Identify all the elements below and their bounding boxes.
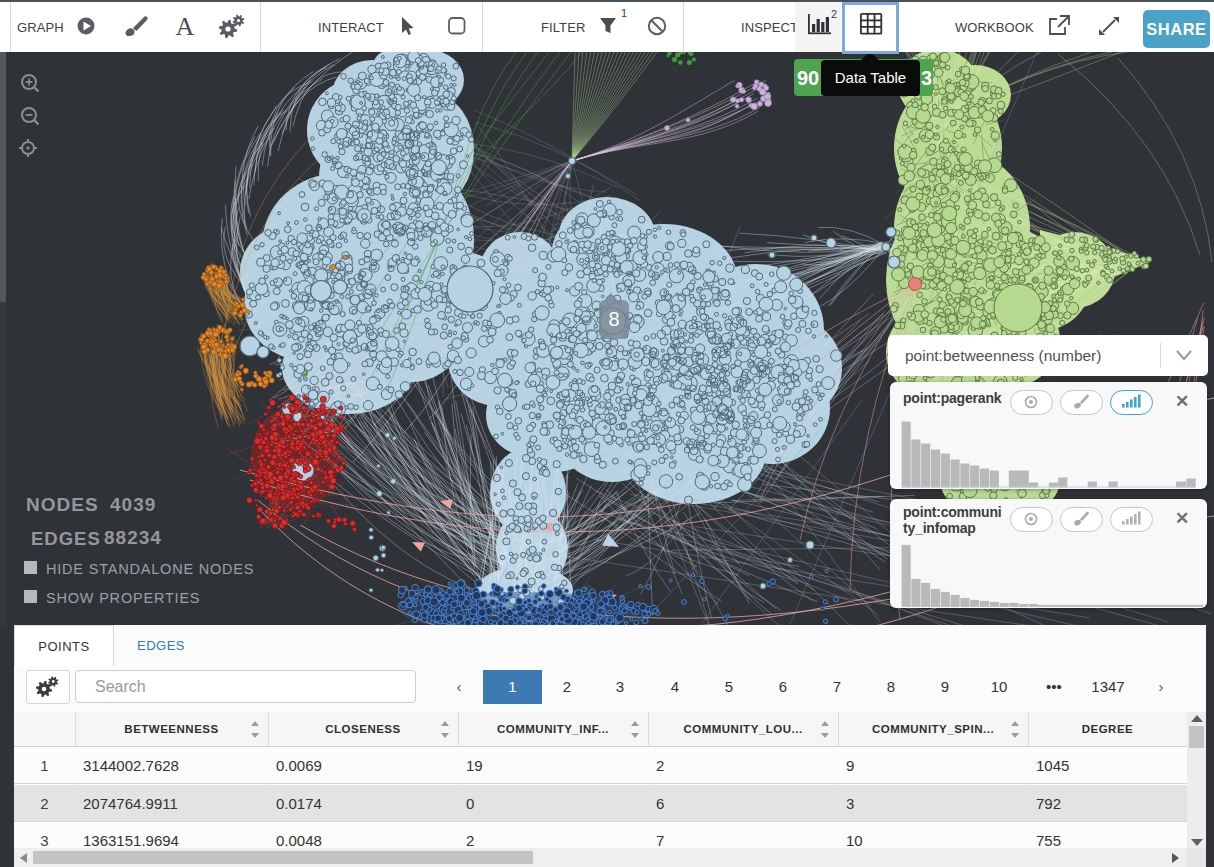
svg-text:1: 1 <box>621 7 627 19</box>
svg-text:A: A <box>176 12 195 41</box>
svg-text:2: 2 <box>831 8 837 20</box>
